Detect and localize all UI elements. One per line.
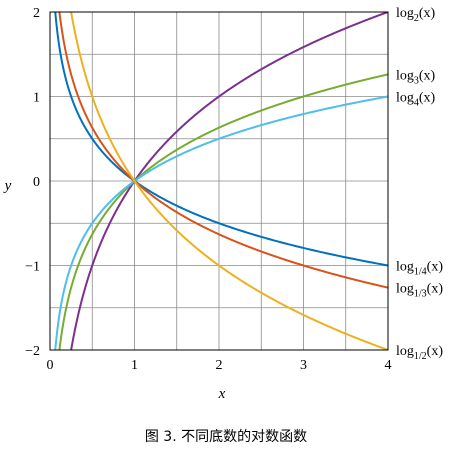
- x-tick-label: 1: [131, 358, 138, 373]
- series-line-log3: [58, 73, 388, 350]
- series-label-log1_2: log1/2(x): [396, 344, 443, 362]
- figure-caption: 图 3. 不同底数的对数函数: [145, 429, 307, 445]
- series-line-log1_4: [54, 12, 388, 267]
- series-line-log2: [70, 12, 388, 350]
- series-label-log3: log3(x): [396, 68, 436, 86]
- series-label-log1_3: log1/3(x): [396, 282, 443, 300]
- x-tick-label: 2: [216, 358, 223, 373]
- y-tick-label: −1: [25, 260, 40, 275]
- y-tick-label: 1: [33, 91, 40, 106]
- x-axis-title: x: [218, 386, 226, 402]
- y-tick-label: 2: [33, 6, 40, 21]
- series-label-log2: log2(x): [396, 6, 436, 24]
- series-line-log1_3: [58, 12, 388, 289]
- y-tick-label: 0: [33, 175, 40, 190]
- x-tick-labels: 0 1 2 3 4: [47, 358, 392, 373]
- y-tick-labels: 2 1 0 −1 −2: [25, 6, 40, 359]
- series-label-log1_4: log1/4(x): [396, 260, 443, 278]
- x-tick-label: 4: [385, 358, 392, 373]
- series-line-log4: [54, 95, 388, 350]
- series-label-log4: log4(x): [396, 91, 436, 109]
- series-line-log1_2: [70, 12, 388, 350]
- grid: [50, 12, 388, 350]
- y-axis-title: y: [3, 178, 12, 194]
- x-tick-label: 3: [300, 358, 307, 373]
- plot-frame: [49, 11, 389, 351]
- x-tick-label: 0: [47, 358, 54, 373]
- series-curves: [54, 12, 388, 350]
- y-tick-label: −2: [25, 344, 40, 359]
- series-labels: log2(x) log3(x) log4(x) log1/4(x) log1/3(x) l…: [396, 6, 443, 362]
